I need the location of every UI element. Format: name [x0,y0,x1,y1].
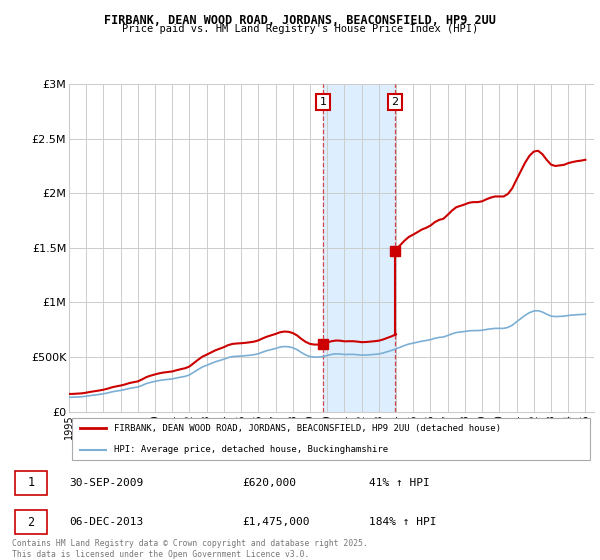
FancyBboxPatch shape [15,471,47,495]
FancyBboxPatch shape [15,510,47,534]
Text: Price paid vs. HM Land Registry's House Price Index (HPI): Price paid vs. HM Land Registry's House … [122,24,478,34]
Text: 06-DEC-2013: 06-DEC-2013 [70,517,144,527]
Text: FIRBANK, DEAN WOOD ROAD, JORDANS, BEACONSFIELD, HP9 2UU: FIRBANK, DEAN WOOD ROAD, JORDANS, BEACON… [104,14,496,27]
Text: 2: 2 [391,97,398,107]
Text: 2: 2 [27,516,34,529]
Text: 1: 1 [27,477,34,489]
Text: 1: 1 [319,97,326,107]
Text: HPI: Average price, detached house, Buckinghamshire: HPI: Average price, detached house, Buck… [113,445,388,454]
Text: 41% ↑ HPI: 41% ↑ HPI [369,478,430,488]
Text: 184% ↑ HPI: 184% ↑ HPI [369,517,437,527]
Bar [323,84,395,412]
Text: FIRBANK, DEAN WOOD ROAD, JORDANS, BEACONSFIELD, HP9 2UU (detached house): FIRBANK, DEAN WOOD ROAD, JORDANS, BEACON… [113,424,500,433]
Text: Contains HM Land Registry data © Crown copyright and database right 2025.
This d: Contains HM Land Registry data © Crown c… [12,539,368,559]
Text: £1,475,000: £1,475,000 [242,517,310,527]
FancyBboxPatch shape [71,418,590,460]
Text: £620,000: £620,000 [242,478,296,488]
Text: 30-SEP-2009: 30-SEP-2009 [70,478,144,488]
